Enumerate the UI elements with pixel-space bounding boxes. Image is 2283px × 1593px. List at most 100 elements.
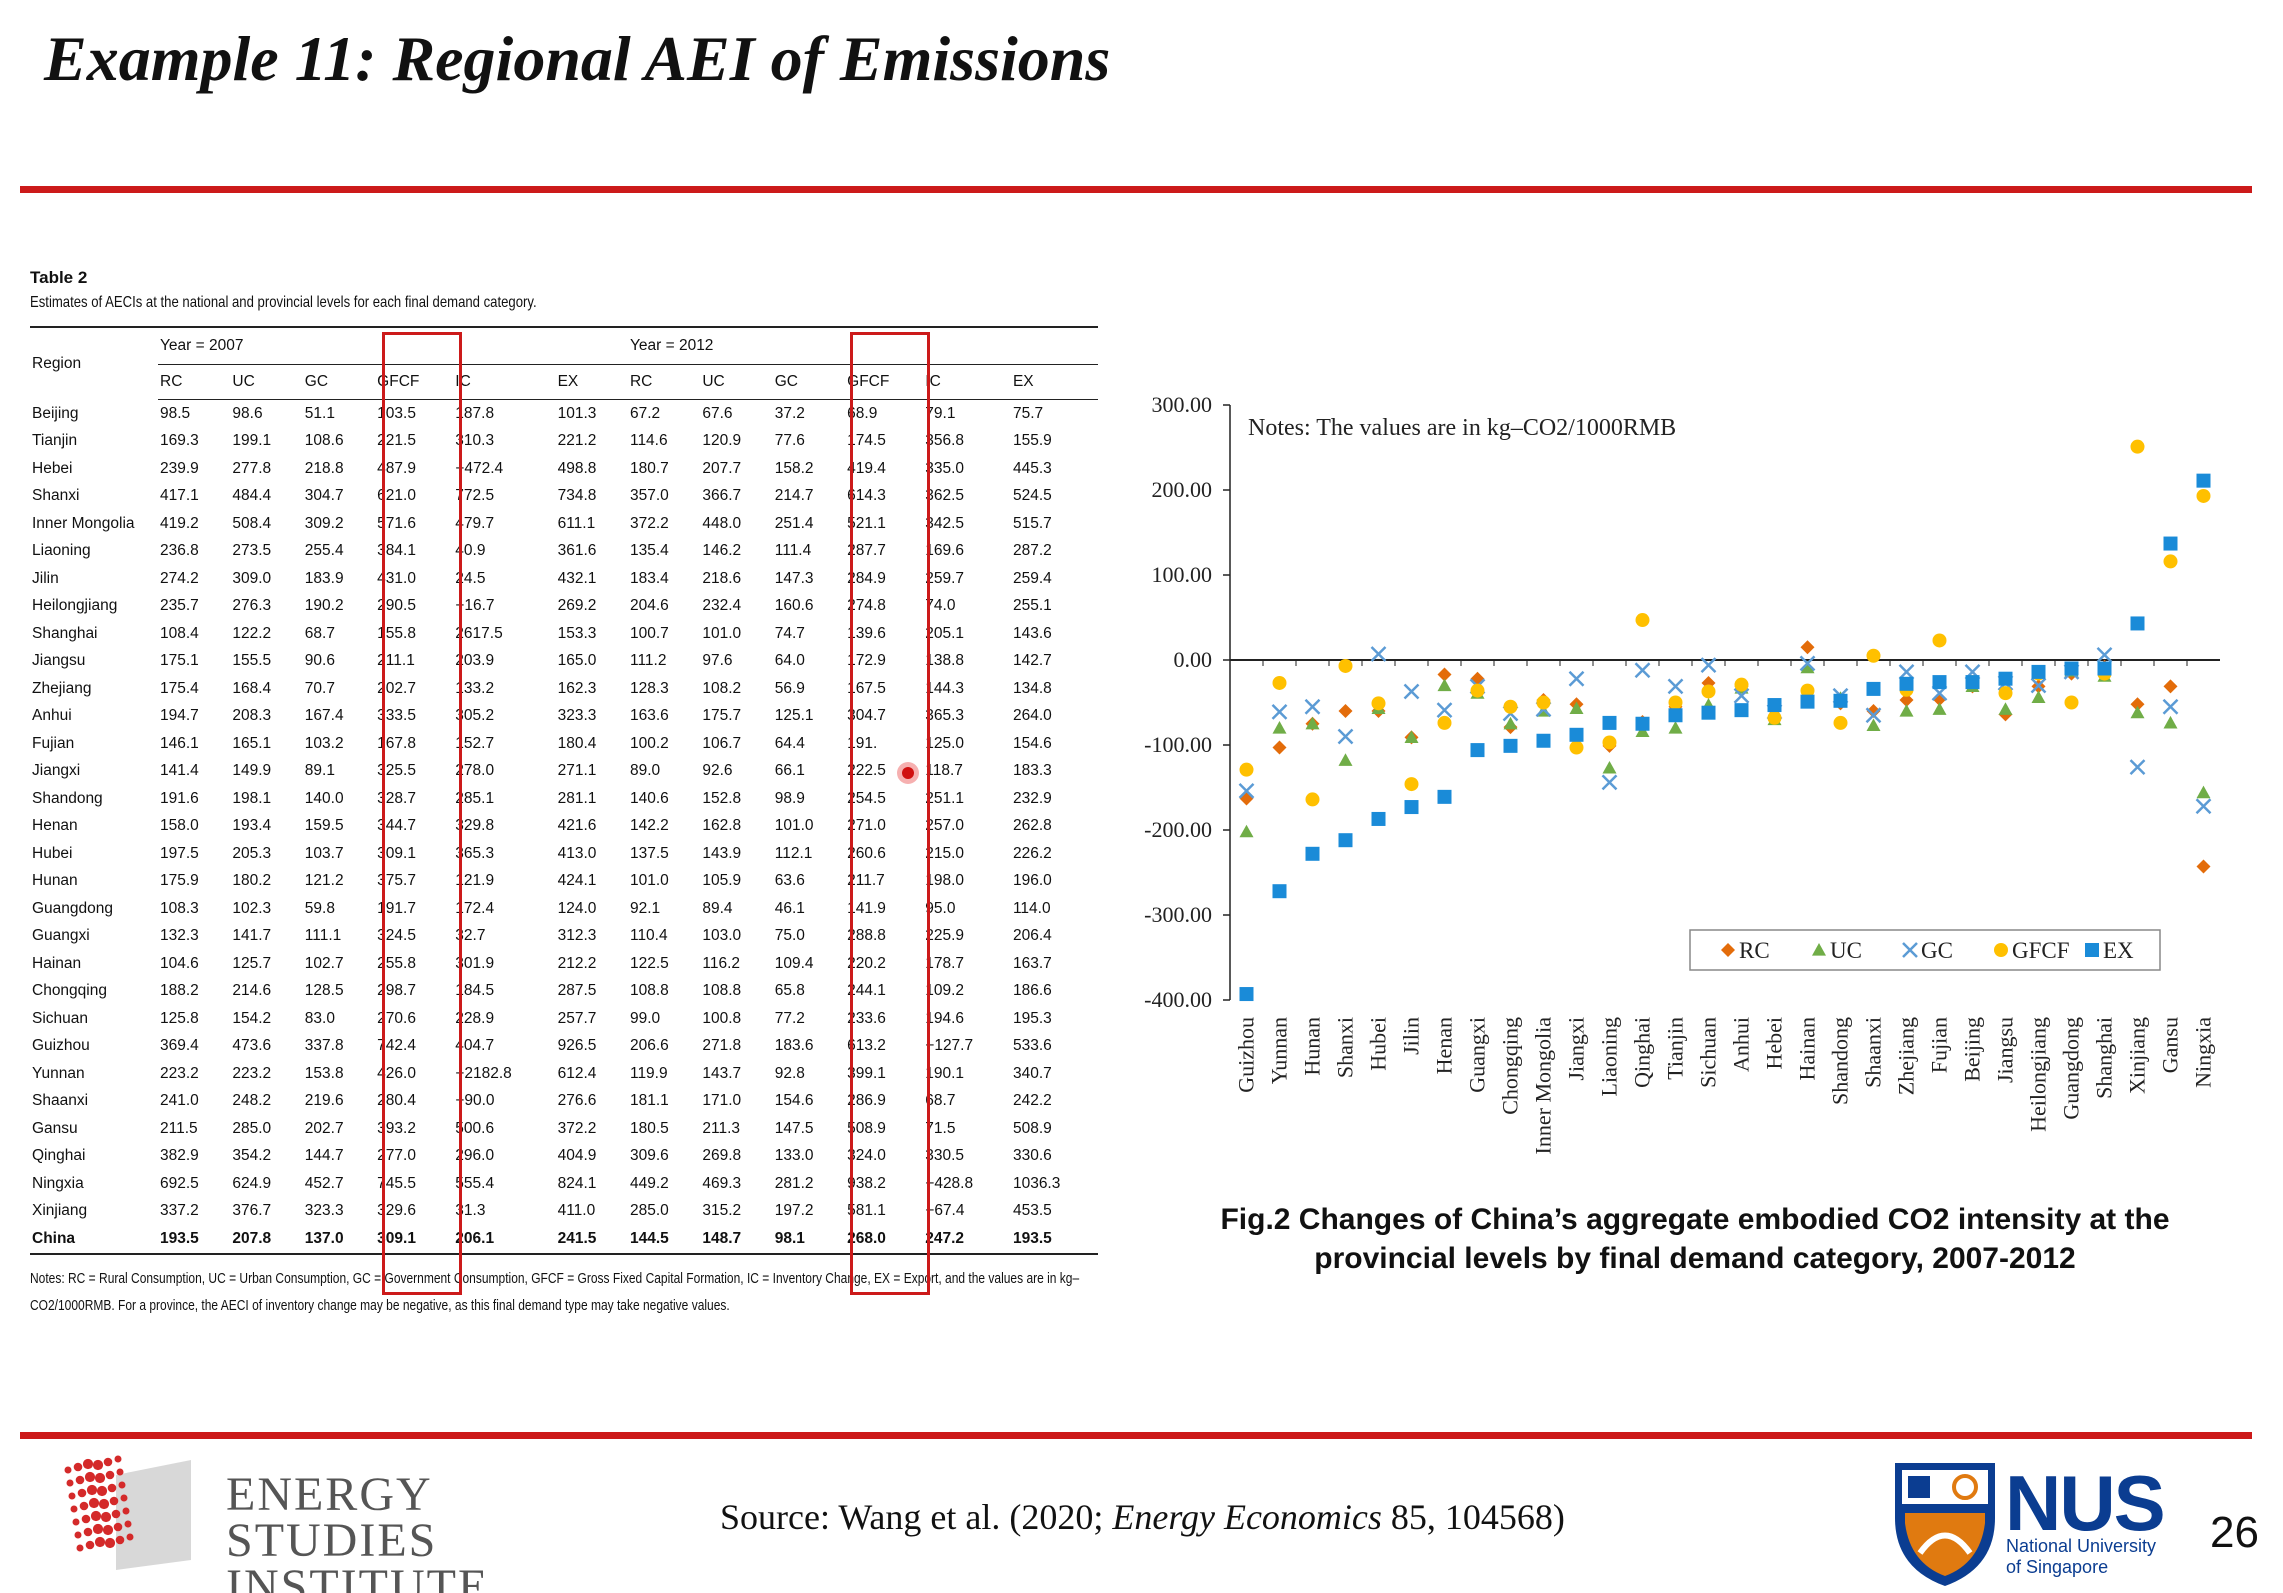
x-tick-label: Xinjiang [2125, 1017, 2150, 1094]
value-cell: 221.2 [557, 432, 597, 450]
value-cell: 59.8 [304, 899, 335, 917]
legend-label: GC [1921, 938, 1953, 963]
value-cell: 218.6 [702, 569, 742, 587]
data-point-uc [1899, 704, 1914, 717]
region-cell: Liaoning [32, 542, 91, 560]
value-cell: 268.0 [845, 1225, 924, 1255]
value-cell: 354.2 [232, 1147, 272, 1165]
column-header: EX [555, 364, 628, 400]
region-cell: Xinjiang [32, 1202, 88, 1220]
value-cell: 301.9 [455, 954, 495, 972]
data-point-gc [1733, 687, 1750, 704]
table-row: Beijing 98.5 98.6 51.1 103.5 187.8 101.3 67.2 67… [30, 400, 1098, 428]
value-cell: 344.7 [377, 817, 416, 835]
value-cell: 342.5 [925, 514, 965, 532]
region-cell: Hainan [32, 954, 82, 972]
value-cell: 183.9 [304, 569, 344, 587]
value-cell: 124.0 [557, 899, 597, 917]
aeci-table: Region Year = 2007 Year = 2012 RC UC GC GFC… [30, 326, 1098, 1255]
value-cell: 262.8 [1012, 817, 1052, 835]
value-cell: 614.3 [847, 487, 886, 505]
x-tick-label: Jilin [1399, 1017, 1424, 1055]
x-tick-label: Tianjin [1663, 1017, 1688, 1080]
value-cell: 233.6 [847, 1009, 886, 1027]
data-point-gc [1634, 662, 1651, 679]
region-cell: Ningxia [32, 1174, 84, 1192]
table-row: Ningxia 692.5 624.9 452.7 745.5 555.4 824.1 449… [30, 1170, 1098, 1198]
value-cell: 144.7 [304, 1147, 344, 1165]
region-cell: China [30, 1225, 158, 1255]
data-point-uc [1437, 678, 1452, 692]
data-point-gfcf [1437, 715, 1452, 730]
table-notes: Notes: RC = Rural Consumption, UC = Urba… [30, 1269, 1080, 1314]
value-cell: 24.5 [455, 569, 486, 587]
data-point-uc [1272, 721, 1287, 734]
logo-dot [94, 1472, 106, 1484]
table-row: Hebei 239.9 277.8 218.8 487.9 −472.4 498.8 180.… [30, 455, 1098, 483]
value-cell: 175.7 [702, 707, 742, 725]
value-cell: 63.6 [774, 872, 805, 890]
value-cell: 206.6 [629, 1037, 669, 1055]
value-cell: 214.7 [774, 487, 814, 505]
value-cell: 309.2 [304, 514, 344, 532]
value-cell: 114.6 [629, 432, 668, 450]
legend-marker [1902, 942, 1918, 958]
value-cell: 255.4 [304, 542, 344, 560]
region-cell: Guangdong [32, 899, 114, 917]
value-cell: 235.7 [160, 597, 199, 615]
x-tick-label: Henan [1432, 1017, 1457, 1074]
value-cell: 277.0 [377, 1147, 416, 1165]
region-cell: Fujian [32, 734, 75, 752]
data-point-ex [1602, 715, 1617, 730]
value-cell: 190.1 [925, 1064, 965, 1082]
value-cell: 372.2 [557, 1119, 597, 1137]
legend-marker [1812, 943, 1826, 956]
value-cell: 180.4 [557, 734, 597, 752]
data-point-ex [2196, 473, 2211, 488]
value-cell: 524.5 [1012, 487, 1052, 505]
value-cell: 158.2 [774, 459, 814, 477]
value-cell: 165.1 [232, 734, 272, 752]
value-cell: 92.8 [774, 1064, 805, 1082]
table-row: Hainan 104.6 125.7 102.7 255.8 301.9 212.2 122.… [30, 950, 1098, 978]
column-header: GFCF [845, 364, 924, 400]
value-cell: 271.1 [557, 762, 597, 780]
x-tick-label: Hunan [1300, 1017, 1325, 1076]
value-cell: 92.1 [629, 899, 661, 917]
column-header: UC [700, 364, 773, 400]
table-row: Jilin 274.2 309.0 183.9 431.0 24.5 432.1 183.4 2… [30, 565, 1098, 593]
logo-dot [92, 1459, 104, 1471]
value-cell: 304.7 [847, 707, 886, 725]
value-cell: 220.2 [847, 954, 886, 972]
data-point-ex [1668, 708, 1683, 723]
value-cell: 276.6 [557, 1092, 597, 1110]
data-point-gfcf [1866, 648, 1881, 663]
value-cell: 228.9 [455, 1009, 495, 1027]
value-cell: 315.2 [702, 1202, 742, 1220]
table-row: Qinghai 382.9 354.2 144.7 277.0 296.0 404.9 309… [30, 1143, 1098, 1171]
value-cell: 79.1 [925, 404, 956, 422]
value-cell: 372.2 [629, 514, 669, 532]
x-tick-label: Shandong [1828, 1017, 1853, 1105]
data-point-uc [1404, 730, 1419, 743]
title-divider [20, 186, 2252, 193]
value-cell: 167.4 [304, 707, 344, 725]
value-cell: 64.0 [774, 652, 805, 670]
data-point-uc [1338, 753, 1353, 766]
data-point-gc [2096, 647, 2113, 663]
value-cell: 271.8 [702, 1037, 742, 1055]
data-point-gfcf [1371, 696, 1386, 711]
value-cell: 287.5 [557, 982, 597, 1000]
value-cell: 205.3 [232, 844, 272, 862]
data-point-rc [1800, 640, 1815, 655]
value-cell: 184.5 [455, 982, 495, 1000]
data-point-gc [2129, 759, 2146, 775]
value-cell: 143.7 [702, 1064, 742, 1082]
data-point-ex [1305, 846, 1320, 861]
value-cell: 128.3 [629, 679, 669, 697]
region-cell: Anhui [32, 707, 72, 725]
column-header: GC [302, 364, 376, 400]
column-header: RC [158, 364, 231, 400]
data-point-rc [2196, 859, 2211, 874]
value-cell: 105.9 [702, 872, 742, 890]
